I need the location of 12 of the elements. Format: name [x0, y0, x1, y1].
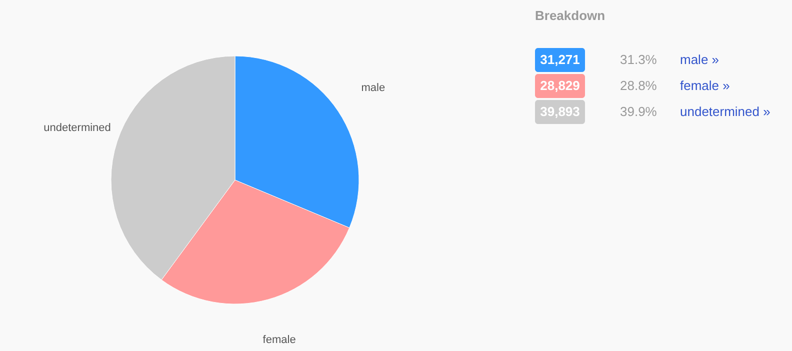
- text: 28.8%: [620, 78, 658, 93]
- text: 31,271: [540, 52, 580, 67]
- text: 28,829: [540, 78, 580, 93]
- slice-label: female: [262, 334, 296, 346]
- text: undetermined »: [680, 104, 770, 119]
- slice-label: undetermined: [44, 122, 111, 134]
- slice-label: male: [361, 82, 386, 94]
- text: female »: [680, 78, 730, 93]
- text: Breakdown: [535, 8, 606, 23]
- text: 31.3%: [620, 52, 658, 67]
- text: 39.9%: [620, 104, 658, 119]
- text: male »: [680, 52, 720, 67]
